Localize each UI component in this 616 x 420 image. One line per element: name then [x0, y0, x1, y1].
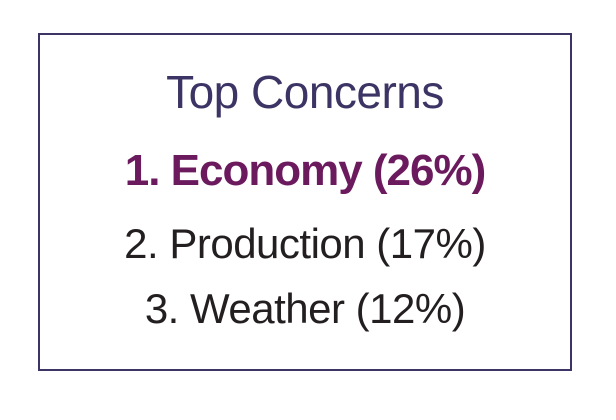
card-title: Top Concerns — [166, 66, 444, 118]
concern-item-economy: 1. Economy (26%) — [124, 146, 487, 195]
top-concerns-card: Top Concerns 1. Economy (26%) 2. Product… — [38, 33, 572, 371]
concern-item-weather: 3. Weather (12%) — [144, 285, 466, 332]
concern-item-production: 2. Production (17%) — [124, 220, 486, 267]
